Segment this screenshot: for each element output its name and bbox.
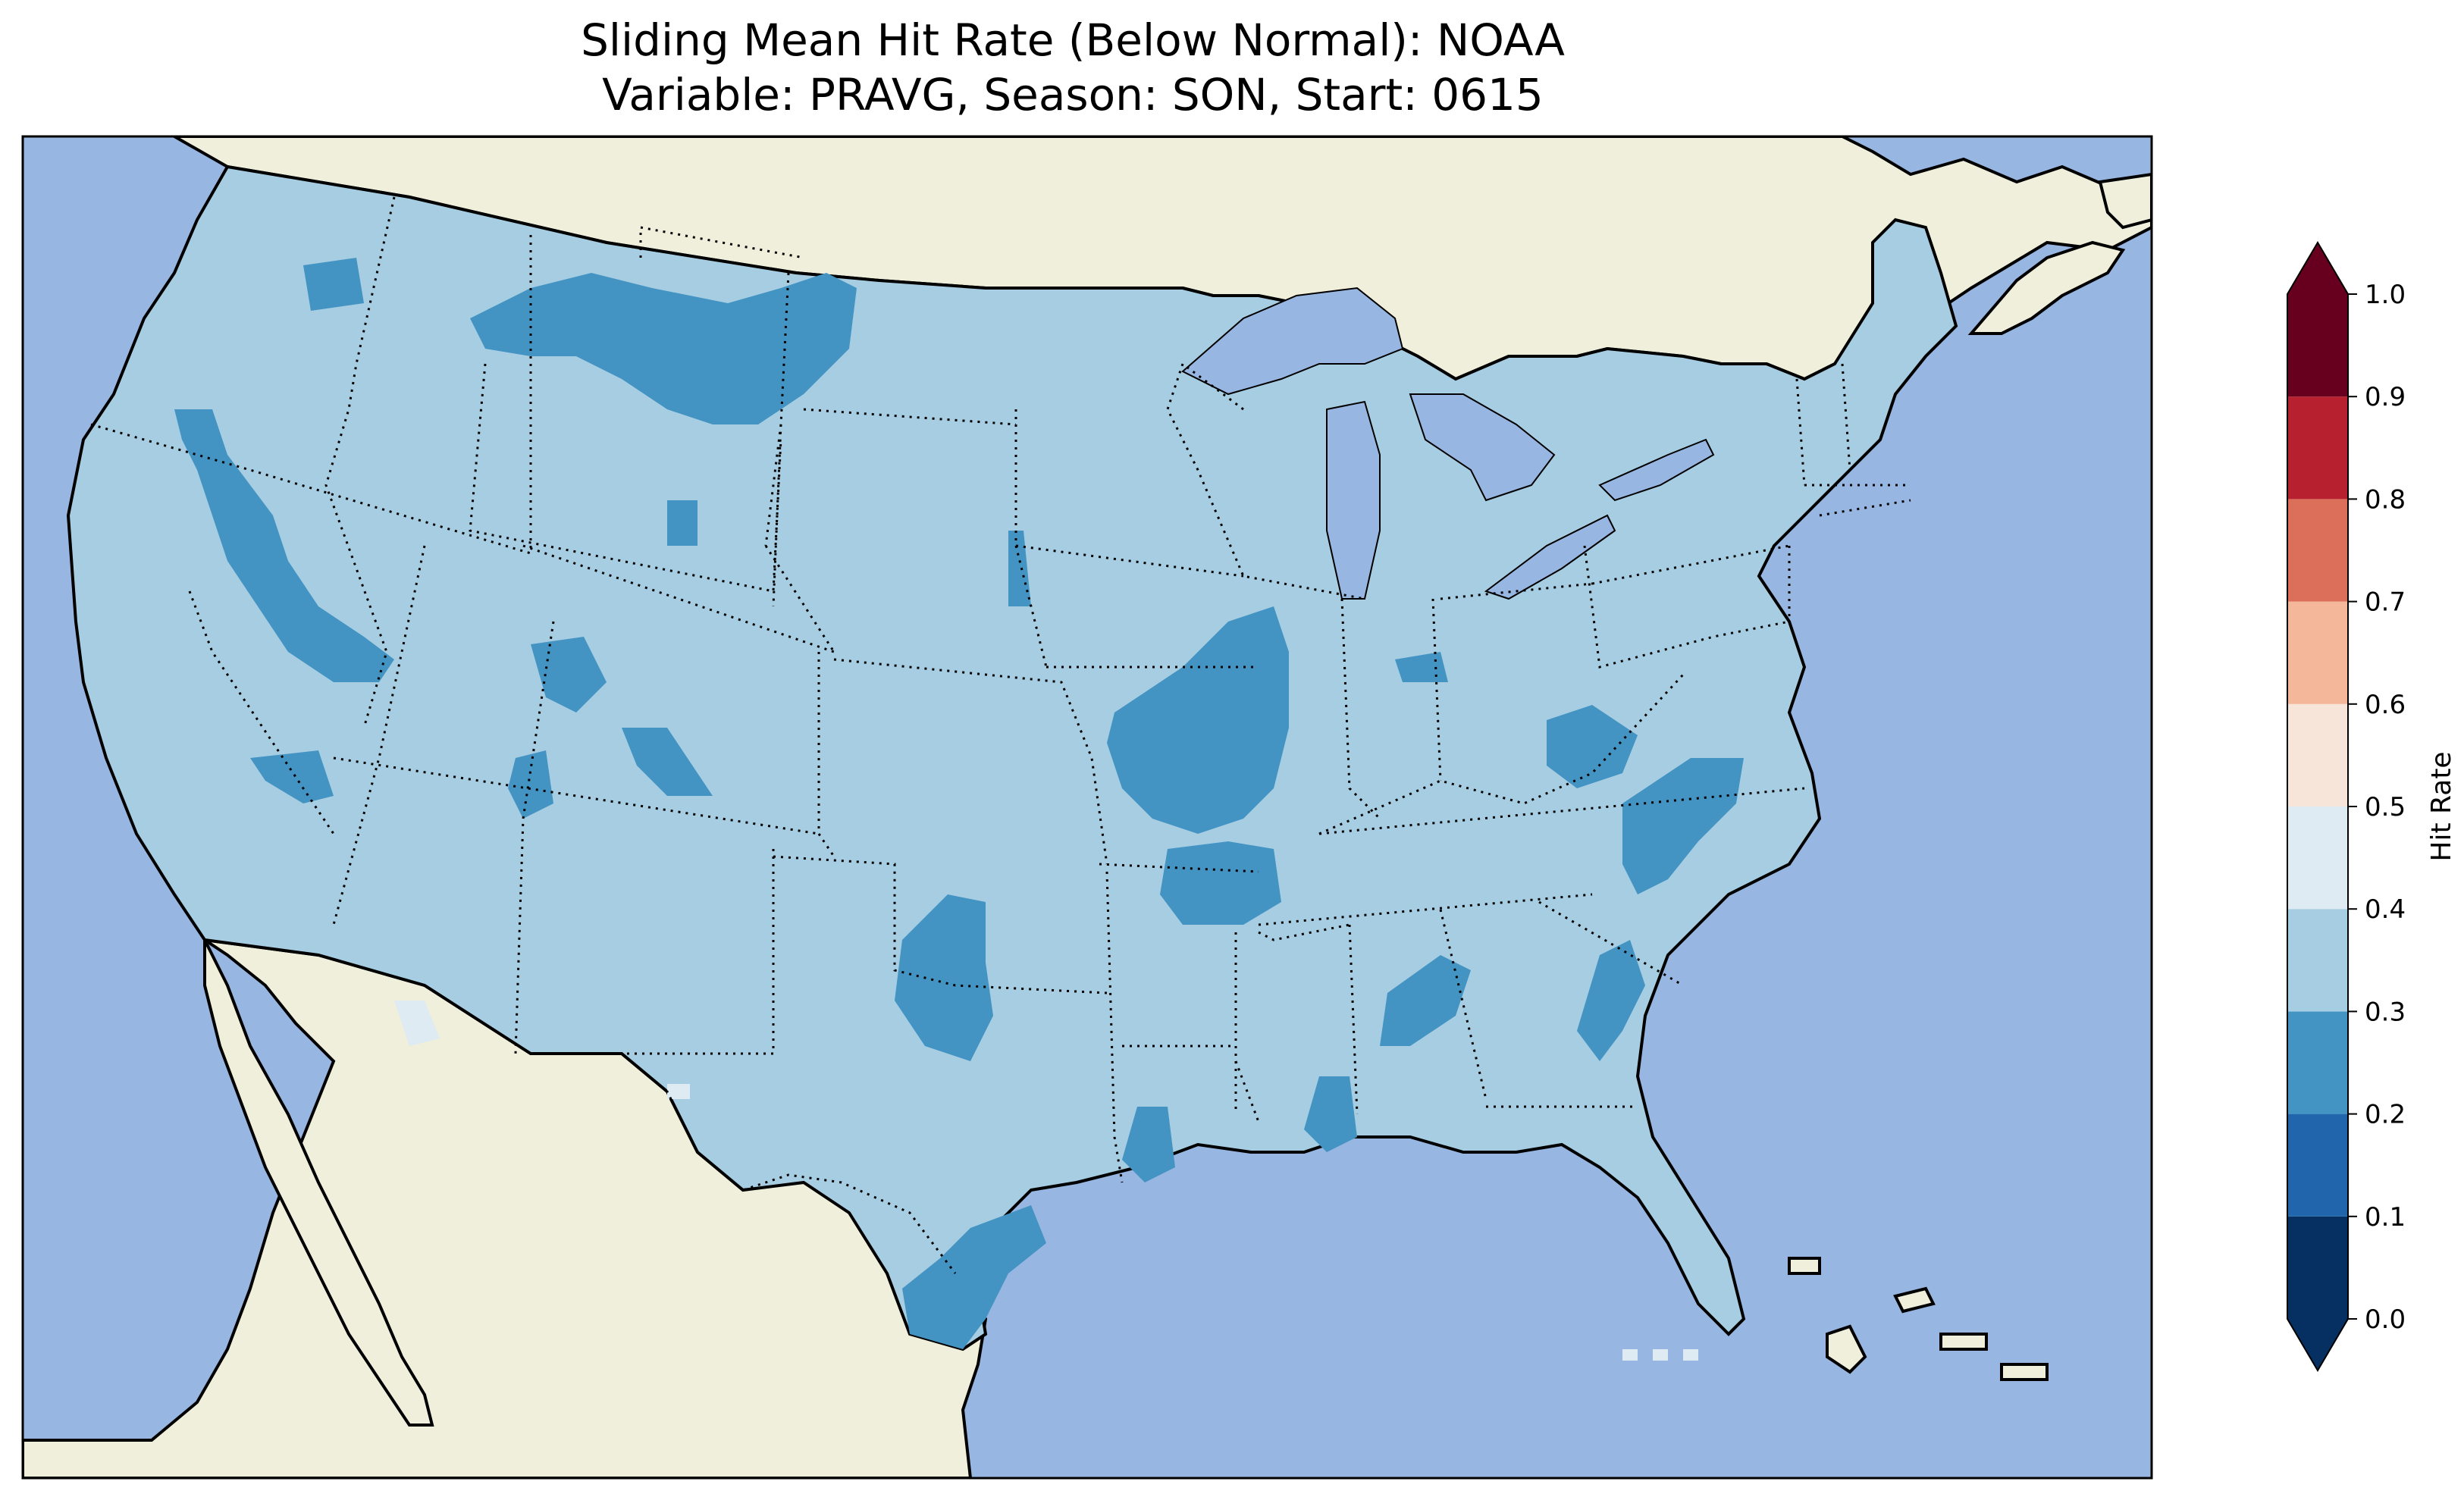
- caribbean-islands: [1788, 1257, 2049, 1381]
- colorbar-tick-label: 0.3: [2365, 997, 2406, 1027]
- bin-0.4-0.5-patches: [394, 1001, 1698, 1361]
- patch-nebraska-iowa: [1008, 531, 1031, 606]
- patch-oklahoma: [895, 894, 993, 1061]
- colorbar-bin-6: [2287, 601, 2348, 704]
- patch-colorado: [531, 637, 607, 713]
- colorbar-tick-label: 0.1: [2365, 1202, 2406, 1232]
- colorbar-tick-label: 1.0: [2365, 280, 2406, 310]
- colorbar-segments: [2287, 294, 2348, 1319]
- patch-utah: [508, 750, 553, 819]
- map-frame: [21, 135, 2153, 1480]
- patch-virginia-nc: [1622, 758, 1744, 894]
- colorbar-tick-label: 0.9: [2365, 382, 2406, 412]
- colorbar-tick-label: 0.4: [2365, 894, 2406, 925]
- newfoundland-land: [2098, 172, 2152, 230]
- colorbar-tick-label: 0.8: [2365, 484, 2406, 515]
- colorbar-extend-bottom: [2287, 1319, 2348, 1370]
- bin-0.2-0.3-patches: [174, 258, 1744, 1349]
- patch-north-montana: [470, 273, 857, 424]
- patch-wyoming: [667, 500, 698, 546]
- us-mexico-border: [204, 938, 957, 1274]
- colorbar-tick-label: 0.7: [2365, 587, 2406, 618]
- colorbar-bin-3: [2287, 909, 2348, 1012]
- colorbar-bin-5: [2287, 703, 2348, 807]
- colorbar-outline: [2287, 241, 2349, 1372]
- hit-rate-map: [21, 135, 2153, 1480]
- patch-mississippi: [1304, 1076, 1357, 1152]
- colorbar-bin-9: [2287, 294, 2348, 397]
- patch-west-virginia: [1547, 705, 1638, 788]
- colorbar-bin-8: [2287, 396, 2348, 500]
- patch-south-carolina: [1577, 940, 1645, 1061]
- patch-louisiana: [1122, 1107, 1175, 1182]
- patch-colorado-2: [622, 728, 713, 796]
- colorbar-tick-label: 0.2: [2365, 1100, 2406, 1130]
- patch-alabama: [1380, 955, 1471, 1046]
- patch-missouri: [1107, 606, 1289, 834]
- colorbar-bin-2: [2287, 1011, 2348, 1114]
- colorbar-tick-label: 0.6: [2365, 690, 2406, 720]
- colorbar-extend-top: [2287, 243, 2348, 294]
- colorbar-bin-4: [2287, 807, 2348, 910]
- maritimes-land: [1967, 240, 2126, 335]
- baja-land: [203, 939, 434, 1427]
- patch-texas-coast: [902, 1205, 1046, 1349]
- colorbar-tick-label: 0.5: [2365, 792, 2406, 822]
- map-title-line-1: Sliding Mean Hit Rate (Below Normal): NO…: [581, 14, 1565, 66]
- colorbar-bin-7: [2287, 499, 2348, 602]
- patch-arkansas: [1160, 841, 1281, 925]
- colorbar-ticks: 0.0 0.1 0.2 0.3 0.4 0.5 0.6 0.7 0.8 0.9 1.0: [2348, 280, 2406, 1335]
- patch-nevada: [250, 750, 334, 803]
- colorbar-tick-label: 0.0: [2365, 1305, 2406, 1335]
- patch-oregon-idaho: [174, 409, 394, 682]
- colorbar-bin-1: [2287, 1113, 2348, 1217]
- great-lakes: [1181, 287, 1715, 600]
- state-borders: [90, 196, 1911, 1183]
- colorbar-bin-0: [2287, 1216, 2348, 1319]
- colorbar-label: Hit Rate: [2426, 751, 2457, 861]
- patch-wa: [303, 258, 364, 311]
- map-title-line-2: Variable: PRAVG, Season: SON, Start: 061…: [602, 69, 1544, 121]
